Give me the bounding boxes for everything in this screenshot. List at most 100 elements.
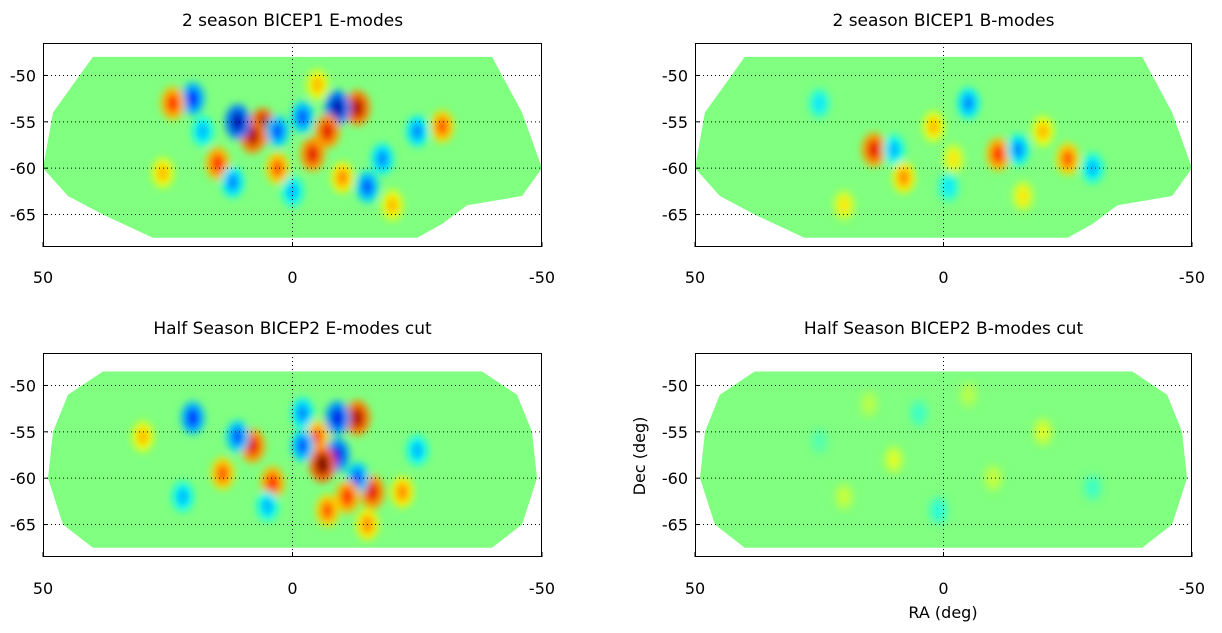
map-spot — [197, 122, 208, 140]
map-spot — [306, 144, 319, 165]
map-spot — [839, 197, 849, 214]
map-spot — [315, 453, 330, 476]
map-panel-3: -50 -55 -60 -65 50 0 -50 Half Season BICEP2 E-m… — [10, 319, 555, 598]
map-spot — [227, 173, 239, 192]
map-spot — [361, 177, 374, 197]
map-spot — [943, 178, 954, 195]
map-spot — [814, 433, 824, 449]
map-spot — [1038, 424, 1048, 440]
panel-title: 2 season BICEP1 E-modes — [182, 11, 403, 31]
y-tick-label: -50 — [662, 376, 688, 395]
x-tick-label: 0 — [287, 579, 297, 598]
map-spot — [387, 196, 398, 214]
y-tick-label: -55 — [10, 113, 36, 132]
y-tick-label: -60 — [10, 159, 36, 178]
map-spot — [211, 153, 224, 174]
map-spot — [889, 451, 899, 468]
map-spot — [898, 168, 910, 187]
y-tick-label: -55 — [662, 113, 688, 132]
map-spot — [230, 111, 245, 133]
x-tick-label: 0 — [938, 268, 948, 287]
map-spot — [928, 117, 939, 136]
map-spot — [245, 125, 260, 147]
x-tick-label: 0 — [938, 579, 948, 598]
map-spot — [246, 435, 259, 456]
map-spot — [867, 139, 881, 160]
map-spot — [271, 121, 284, 141]
map-spot — [992, 144, 1005, 165]
map-spot — [157, 164, 168, 182]
x-tick-label: -50 — [1179, 579, 1205, 598]
map-spot — [1018, 187, 1028, 205]
map-spot — [436, 117, 449, 136]
map-spot — [216, 464, 229, 483]
x-tick-label: 50 — [685, 268, 705, 287]
y-tick-label: -50 — [662, 66, 688, 85]
map-spot — [1087, 159, 1098, 177]
map-spot — [186, 408, 199, 428]
sky-map-1 — [43, 56, 542, 238]
y-tick-label: -50 — [10, 66, 36, 85]
map-spot — [351, 468, 364, 488]
map-spot — [376, 149, 388, 168]
map-spot — [1061, 149, 1074, 169]
map-spot — [266, 473, 279, 493]
map-spot — [311, 427, 324, 446]
map-spot — [914, 405, 924, 421]
x-axis-label: RA (deg) — [908, 603, 977, 622]
map-panel-1: -50 -55 -60 -65 50 0 -50 2 season BICEP1 E-mode… — [10, 11, 555, 287]
map-spot — [864, 396, 874, 412]
x-tick-label: -50 — [529, 579, 555, 598]
map-spot — [1088, 479, 1098, 496]
map-spot — [321, 501, 334, 521]
map-spot — [296, 404, 308, 423]
map-spot — [1037, 122, 1049, 140]
x-tick-label: 50 — [33, 268, 53, 287]
map-spot — [988, 470, 998, 486]
map-spot — [330, 97, 345, 119]
map-spot — [933, 502, 944, 519]
panel-title: 2 season BICEP1 B-modes — [832, 11, 1054, 31]
map-spot — [839, 489, 849, 505]
map-spot — [350, 97, 365, 119]
y-tick-label: -55 — [10, 423, 36, 442]
map-background — [699, 371, 1188, 548]
sky-map-2 — [695, 56, 1192, 238]
x-tick-label: -50 — [1179, 268, 1205, 287]
map-panel-4: -50 -55 -60 -65 50 0 -50 Half Season BICEP2 B-m… — [662, 319, 1205, 598]
y-tick-label: -65 — [10, 516, 36, 535]
map-spot — [321, 120, 334, 142]
map-panel-2: -50 -55 -60 -65 50 0 -50 2 season BICEP1 B-mode… — [662, 11, 1205, 287]
y-tick-label: -60 — [10, 469, 36, 488]
map-spot — [312, 76, 323, 94]
y-axis-label: Dec (deg) — [630, 417, 649, 496]
sky-map-4 — [699, 371, 1188, 548]
y-tick-label: -55 — [662, 423, 688, 442]
y-tick-label: -65 — [662, 206, 688, 225]
map-spot — [186, 88, 199, 109]
map-spot — [336, 168, 348, 187]
y-tick-label: -65 — [10, 206, 36, 225]
map-spot — [365, 481, 379, 503]
map-spot — [166, 93, 179, 114]
map-spot — [350, 407, 365, 429]
map-spot — [231, 427, 244, 446]
map-spot — [331, 407, 344, 429]
y-tick-label: -50 — [10, 376, 36, 395]
map-spot — [962, 94, 974, 113]
map-spot — [412, 441, 423, 459]
grid — [695, 43, 1192, 247]
grid — [695, 353, 1192, 557]
map-spot — [948, 150, 959, 168]
map-spot — [296, 436, 309, 456]
map-spot — [1012, 140, 1024, 159]
y-tick-label: -60 — [662, 159, 688, 178]
map-spot — [177, 488, 188, 506]
map-spot — [262, 497, 273, 515]
map-spot — [814, 95, 825, 112]
map-spot — [888, 141, 899, 159]
map-spot — [341, 486, 354, 507]
x-tick-label: -50 — [529, 268, 555, 287]
x-tick-label: 50 — [33, 579, 53, 598]
